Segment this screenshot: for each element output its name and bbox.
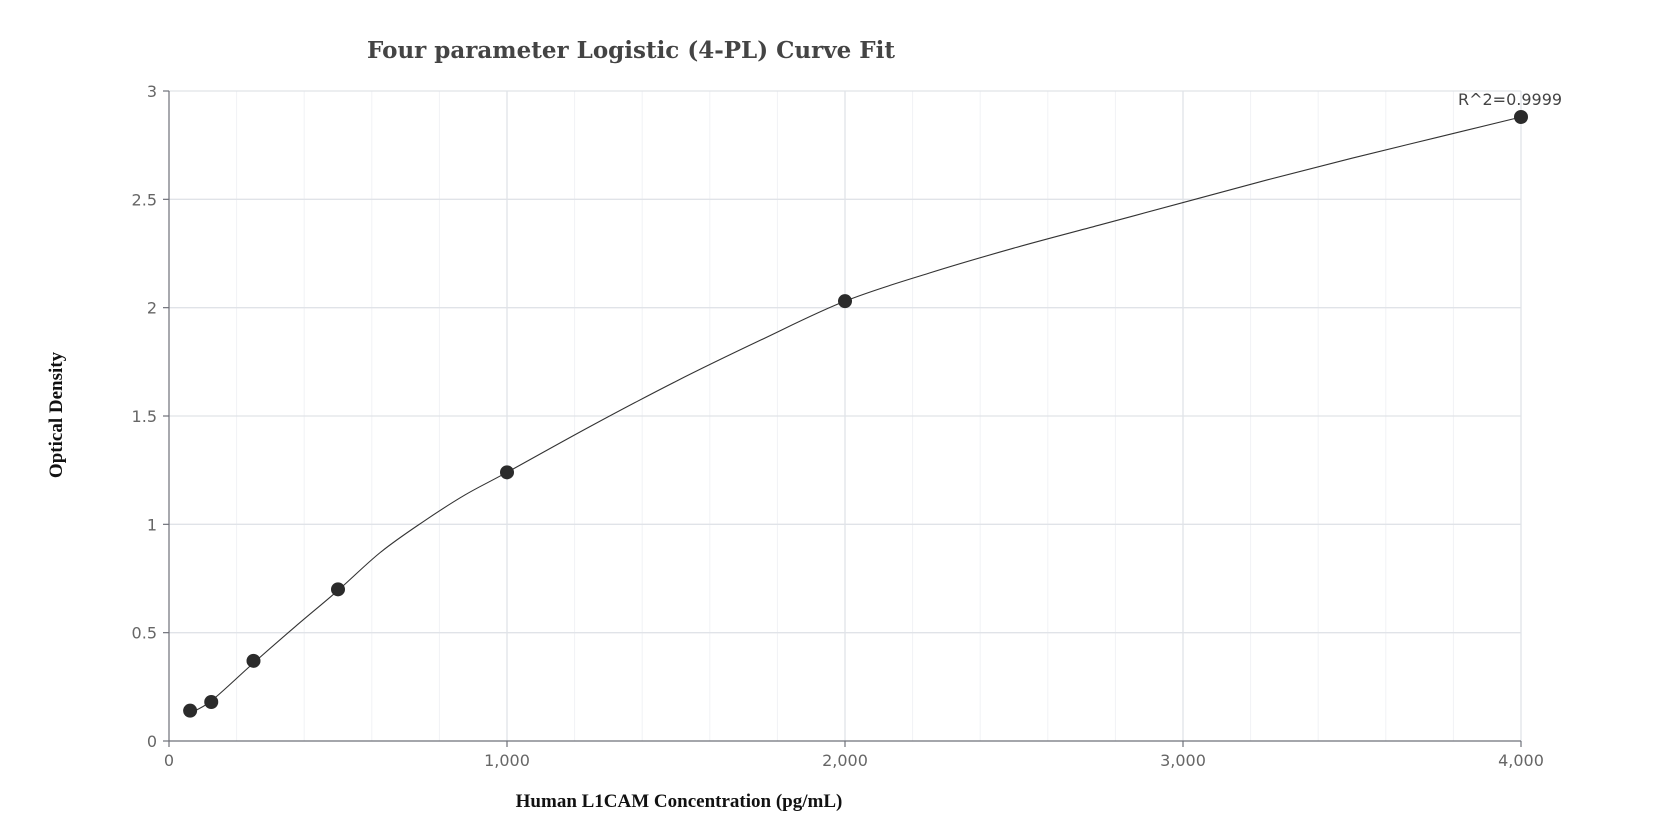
y-tick-label: 3 <box>147 82 157 101</box>
y-tick-label: 2 <box>147 299 157 318</box>
x-tick-label: 4,000 <box>1498 751 1544 770</box>
x-tick-label: 1,000 <box>484 751 530 770</box>
x-tick-label: 0 <box>164 751 174 770</box>
data-point <box>204 695 219 709</box>
data-point <box>1514 110 1528 124</box>
y-tick-label: 0 <box>147 732 157 751</box>
r-squared-annotation: R^2=0.9999 <box>1458 90 1562 109</box>
axis-layer: 0 1,000 2,000 3,000 4,000 0 0.5 1 1.5 2 2.5 3 <box>132 82 1544 770</box>
fit-curve-line <box>189 116 1522 714</box>
data-points-layer <box>183 110 1528 718</box>
chart-title: Four parameter Logistic (4-PL) Curve Fit <box>367 37 895 64</box>
data-point <box>331 582 345 597</box>
x-axis-title: Human L1CAM Concentration (pg/mL) <box>516 791 843 812</box>
y-axis-title: Optical Density <box>46 351 67 478</box>
y-tick-label: 1 <box>147 515 157 534</box>
x-tick-label: 2,000 <box>822 751 868 770</box>
x-tick-label: 3,000 <box>1160 751 1206 770</box>
y-tick-label: 2.5 <box>132 190 157 209</box>
grid-layer <box>169 90 1522 741</box>
data-point <box>500 465 514 480</box>
fit-curve-layer <box>189 116 1522 714</box>
data-point <box>183 703 198 718</box>
data-point <box>838 294 852 309</box>
y-tick-label: 1.5 <box>132 407 157 426</box>
data-point <box>246 653 261 668</box>
y-tick-label: 0.5 <box>132 624 157 643</box>
labels-layer: Four parameter Logistic (4-PL) Curve Fit… <box>46 37 1562 812</box>
